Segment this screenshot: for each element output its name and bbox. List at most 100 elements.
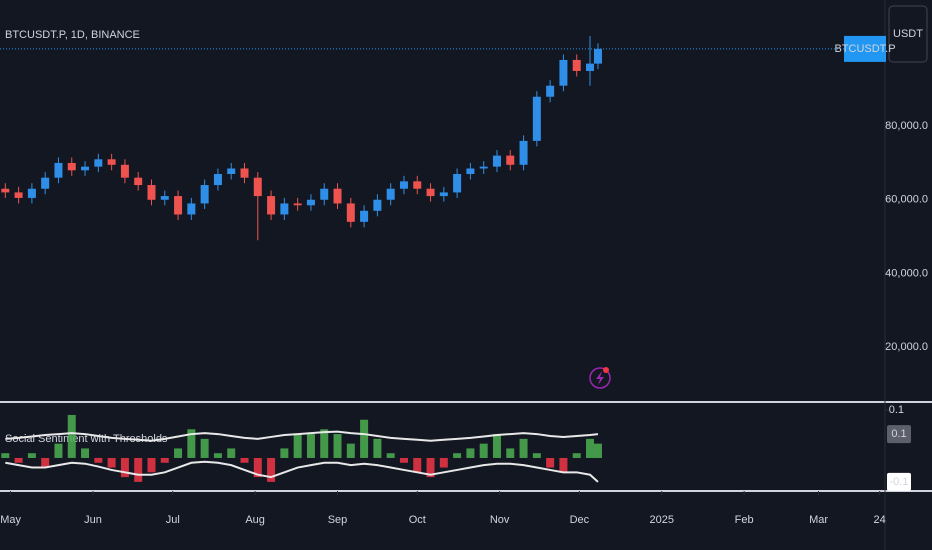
x-tick-label: May bbox=[0, 514, 21, 526]
candle bbox=[94, 153, 103, 173]
histogram-bar bbox=[386, 453, 395, 458]
y-tick-label: 40,000.0 bbox=[885, 267, 928, 279]
candle-body bbox=[267, 196, 276, 215]
histogram-bar bbox=[426, 457, 435, 478]
candle bbox=[479, 161, 488, 175]
histogram-bar bbox=[559, 457, 568, 473]
x-tick-label: Jun bbox=[84, 514, 102, 526]
candle-body bbox=[413, 181, 422, 189]
threshold-label: 0.1 bbox=[891, 428, 906, 440]
candle bbox=[14, 186, 23, 204]
candle-body bbox=[120, 164, 129, 178]
candle bbox=[546, 80, 555, 103]
candle-body bbox=[386, 188, 395, 200]
histogram-bar bbox=[27, 453, 36, 458]
histogram-bar bbox=[399, 457, 408, 463]
histogram-bar bbox=[253, 457, 262, 478]
x-tick-label: Sep bbox=[328, 514, 348, 526]
histogram-bar bbox=[593, 443, 602, 458]
candle bbox=[67, 157, 76, 176]
currency-button-label[interactable]: USDT bbox=[893, 28, 923, 40]
candle bbox=[532, 91, 541, 147]
candle bbox=[506, 150, 515, 171]
x-tick-label: Mar bbox=[809, 514, 828, 526]
x-tick-label: Oct bbox=[409, 514, 426, 526]
candle bbox=[200, 179, 209, 209]
histogram-bar bbox=[453, 453, 462, 458]
candle-body bbox=[320, 188, 329, 200]
histogram-bar bbox=[280, 448, 289, 458]
alert-icon-circle[interactable] bbox=[589, 367, 611, 389]
histogram-bar bbox=[546, 457, 555, 468]
histogram-bar bbox=[200, 438, 209, 458]
candle bbox=[267, 190, 276, 220]
histogram-bar bbox=[107, 457, 116, 468]
histogram-bar bbox=[506, 448, 515, 458]
histogram-bar bbox=[333, 434, 342, 458]
threshold-label: -0.1 bbox=[890, 476, 909, 488]
candle bbox=[27, 183, 36, 204]
candle bbox=[41, 172, 50, 195]
candle-body bbox=[333, 188, 342, 204]
candle-body bbox=[586, 63, 594, 71]
candle-body bbox=[532, 96, 541, 141]
histogram-bar bbox=[213, 453, 222, 458]
currency-button[interactable]: USDT bbox=[888, 5, 928, 63]
candle-body bbox=[492, 155, 501, 167]
alert-icon-bolt[interactable] bbox=[596, 371, 604, 385]
candle bbox=[120, 159, 129, 184]
candle bbox=[147, 179, 156, 206]
candle-body bbox=[160, 196, 169, 200]
candle-body bbox=[466, 168, 475, 175]
candle-body bbox=[519, 140, 528, 165]
candle bbox=[174, 190, 183, 220]
candle-body bbox=[147, 185, 156, 200]
candle-body bbox=[240, 168, 249, 178]
histogram-bar bbox=[160, 457, 169, 463]
histogram-bar bbox=[14, 457, 23, 463]
histogram-bar bbox=[492, 434, 501, 458]
candle-body bbox=[559, 59, 568, 86]
histogram-bar bbox=[67, 414, 76, 458]
candle bbox=[213, 168, 222, 191]
currency-button-box[interactable] bbox=[888, 5, 928, 63]
candle-body bbox=[253, 177, 262, 197]
candle-body bbox=[174, 196, 183, 215]
histogram-bar bbox=[54, 443, 63, 458]
histogram-bar bbox=[519, 438, 528, 458]
x-tick-label: Nov bbox=[490, 514, 510, 526]
candle-body bbox=[1, 188, 10, 193]
candle-body bbox=[479, 166, 488, 169]
candle bbox=[293, 197, 302, 211]
candle-body bbox=[439, 192, 448, 197]
histogram-bar bbox=[120, 457, 129, 478]
histogram-bar bbox=[572, 453, 581, 458]
candle-body bbox=[293, 203, 302, 206]
histogram-bar bbox=[134, 457, 143, 482]
candle bbox=[1, 183, 10, 198]
alert-icon[interactable] bbox=[589, 367, 611, 389]
x-tick-label: 2025 bbox=[650, 514, 674, 526]
histogram-bar bbox=[227, 448, 236, 458]
candle-body bbox=[360, 210, 369, 222]
candle-body bbox=[14, 192, 23, 198]
candle-body bbox=[81, 166, 90, 171]
histogram-bar bbox=[320, 429, 329, 458]
candle bbox=[134, 172, 143, 191]
candle-body bbox=[213, 174, 222, 186]
last-price-label-box bbox=[844, 35, 886, 62]
candle-body bbox=[54, 162, 63, 178]
histogram-bar bbox=[439, 457, 448, 468]
histogram-bar bbox=[360, 419, 369, 458]
candle-body bbox=[506, 155, 515, 165]
candle bbox=[160, 190, 169, 206]
candle-body bbox=[306, 199, 315, 206]
histogram-bar bbox=[346, 443, 355, 458]
candle-body bbox=[399, 181, 408, 189]
candle-body bbox=[94, 159, 103, 167]
alert-icon-dot[interactable] bbox=[603, 367, 609, 373]
candle-body bbox=[426, 188, 435, 197]
x-tick-label: 24 bbox=[874, 514, 886, 526]
